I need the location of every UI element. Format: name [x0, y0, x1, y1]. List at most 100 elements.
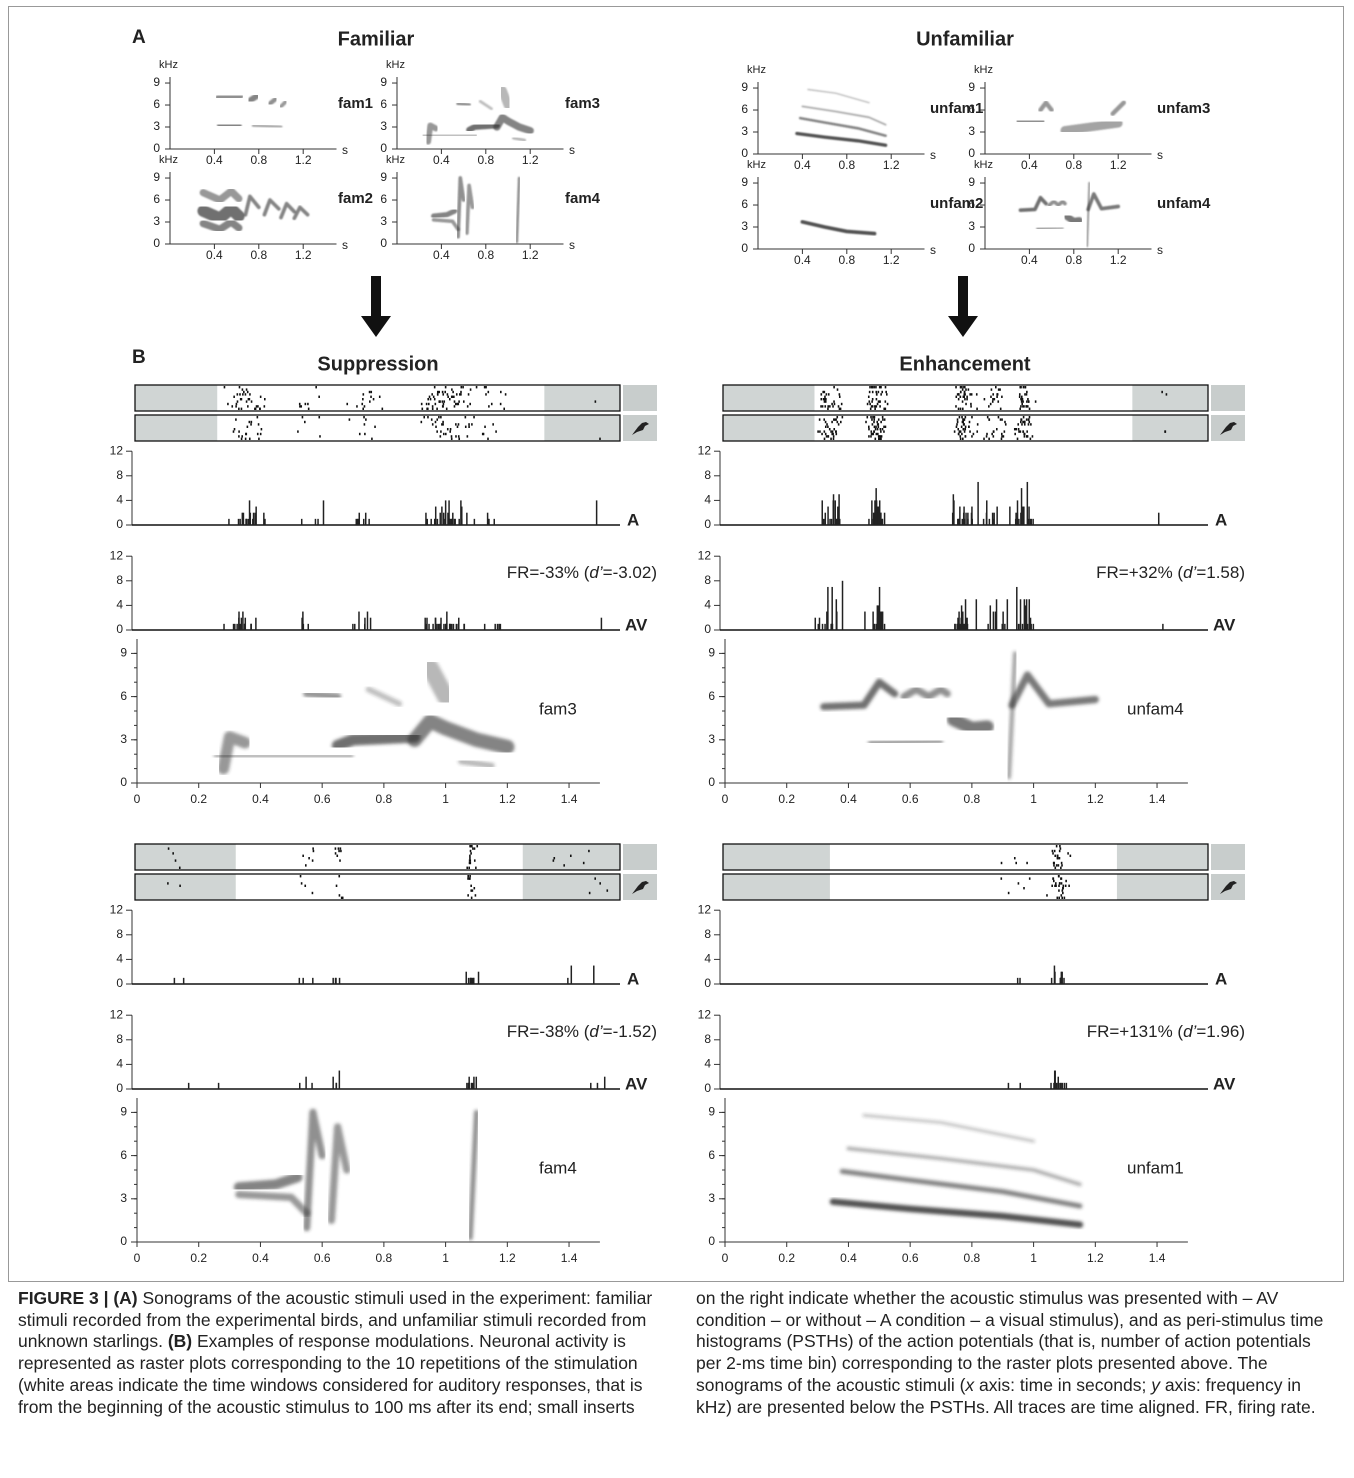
histogram-bar: [1021, 488, 1023, 525]
spike-tick: [1017, 423, 1019, 425]
spike-tick: [830, 430, 832, 432]
spike-tick: [318, 416, 320, 418]
spike-tick: [1021, 396, 1023, 398]
histogram-bar: [1054, 972, 1056, 984]
spike-tick: [873, 418, 875, 420]
spike-tick: [487, 391, 489, 393]
spike-tick: [246, 388, 248, 390]
spike-tick: [1060, 877, 1062, 879]
spike-tick: [362, 408, 364, 410]
histogram-bar: [250, 624, 252, 630]
y-tick-label: 0: [704, 622, 711, 636]
spike-tick: [301, 882, 303, 884]
histogram-bar: [473, 1077, 475, 1089]
spike-tick: [447, 428, 449, 430]
spike-tick: [821, 433, 823, 435]
histogram-bar: [301, 519, 303, 525]
response-window: [830, 874, 1117, 900]
axis-unit: s: [569, 238, 575, 252]
spike-tick: [993, 435, 995, 437]
spike-tick: [179, 885, 181, 887]
spike-tick: [1059, 882, 1061, 884]
spike-tick: [1021, 418, 1023, 420]
spike-tick: [878, 418, 880, 420]
x-tick-label: 0.6: [314, 1251, 331, 1265]
spike-tick: [476, 845, 478, 847]
spike-tick: [379, 396, 381, 398]
spike-tick: [476, 386, 478, 388]
spike-tick: [595, 400, 597, 402]
spike-tick: [423, 416, 425, 418]
axis-unit: s: [1157, 148, 1163, 162]
y-tick-label: 0: [741, 241, 748, 255]
spike-tick: [971, 393, 973, 395]
sonogram-trace: [239, 1195, 307, 1214]
histogram-bar: [864, 612, 866, 630]
spike-tick: [442, 393, 444, 395]
histogram-bar: [1030, 519, 1032, 525]
spike-tick: [441, 423, 443, 425]
spike-tick: [443, 433, 445, 435]
spike-tick: [241, 408, 243, 410]
spike-tick: [868, 396, 870, 398]
spike-tick: [442, 405, 444, 407]
spike-tick: [468, 867, 470, 869]
spike-tick: [970, 403, 972, 405]
spike-tick: [999, 388, 1001, 390]
y-tick-label: 3: [708, 1191, 715, 1205]
x-tick-label: 0: [134, 792, 141, 806]
y-tick-label: 0: [380, 236, 387, 250]
spike-tick: [179, 867, 181, 869]
y-tick-label: 4: [704, 1057, 711, 1071]
spike-tick: [305, 403, 307, 405]
spike-tick: [829, 405, 831, 407]
x-tick-label: 0.4: [840, 1251, 857, 1265]
sonogram-trace: [281, 204, 294, 218]
spike-tick: [969, 430, 971, 432]
histogram-bar: [425, 513, 427, 525]
sonogram-trace: [239, 1177, 298, 1187]
fr-text: FR=-38% (: [507, 1022, 590, 1041]
spike-tick: [824, 396, 826, 398]
spike-tick: [453, 396, 455, 398]
d-prime: d’: [589, 563, 602, 582]
caption-run: x: [965, 1375, 974, 1395]
firing-rate-label: FR=-33% (d’=-3.02): [507, 563, 657, 582]
histogram-bar: [364, 618, 366, 630]
histogram-bar: [1061, 978, 1063, 984]
sonogram-trace: [1021, 198, 1047, 211]
y-tick-label: 3: [708, 732, 715, 746]
spike-tick: [1053, 864, 1055, 866]
x-tick-label: 0.4: [1021, 158, 1038, 172]
y-tick-label: 0: [116, 622, 123, 636]
sonogram-trace: [1113, 103, 1124, 114]
spike-tick: [254, 408, 256, 410]
spike-tick: [234, 428, 236, 430]
spike-tick: [885, 426, 887, 428]
spike-tick: [870, 430, 872, 432]
spike-tick: [1165, 430, 1167, 432]
spike-tick: [878, 426, 880, 428]
histogram-bar: [238, 519, 240, 525]
spike-tick: [1064, 897, 1066, 899]
spike-tick: [960, 386, 962, 388]
x-tick-label: 1.2: [1087, 792, 1104, 806]
spike-tick: [880, 438, 882, 440]
spike-tick: [875, 386, 877, 388]
column-title: Suppression: [317, 353, 438, 375]
spike-tick: [468, 426, 470, 428]
d-value: =-1.52): [603, 1022, 657, 1041]
x-tick-label: 1.4: [1149, 792, 1166, 806]
spike-tick: [969, 421, 971, 423]
spike-tick: [876, 421, 878, 423]
spike-tick: [1026, 862, 1028, 864]
spike-tick: [825, 421, 827, 423]
spike-tick: [1059, 845, 1061, 847]
y-tick-label: 4: [704, 598, 711, 612]
spike-tick: [990, 403, 992, 405]
spike-tick: [833, 435, 835, 437]
spike-tick: [874, 408, 876, 410]
spike-tick: [346, 403, 348, 405]
spike-tick: [834, 403, 836, 405]
y-tick-label: 6: [708, 689, 715, 703]
